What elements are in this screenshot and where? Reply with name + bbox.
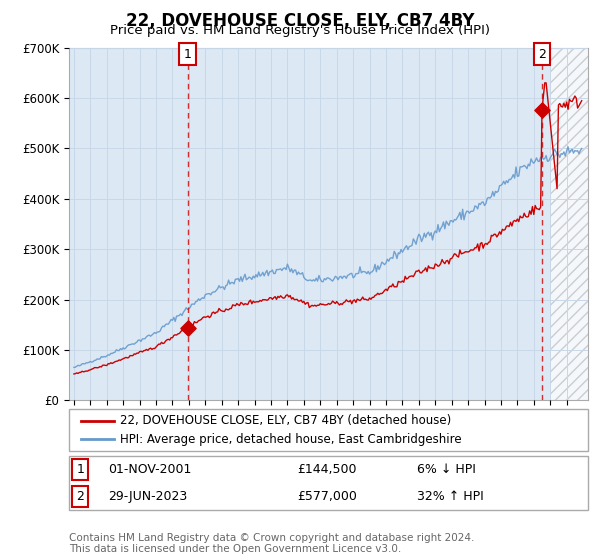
Point: [183, 323, 193, 332]
Text: Price paid vs. HM Land Registry's House Price Index (HPI): Price paid vs. HM Land Registry's House …: [110, 24, 490, 36]
Text: 1: 1: [184, 48, 191, 60]
Text: 29-JUN-2023: 29-JUN-2023: [108, 490, 187, 503]
Bar: [550, 48, 588, 400]
Text: 32% ↑ HPI: 32% ↑ HPI: [417, 490, 484, 503]
Text: Contains HM Land Registry data © Crown copyright and database right 2024.
This d: Contains HM Land Registry data © Crown c…: [69, 533, 475, 554]
Text: £577,000: £577,000: [297, 490, 357, 503]
Text: 01-NOV-2001: 01-NOV-2001: [108, 463, 191, 476]
Point: [537, 105, 547, 114]
Text: 6% ↓ HPI: 6% ↓ HPI: [417, 463, 476, 476]
Text: HPI: Average price, detached house, East Cambridgeshire: HPI: Average price, detached house, East…: [120, 432, 461, 446]
Text: 22, DOVEHOUSE CLOSE, ELY, CB7 4BY (detached house): 22, DOVEHOUSE CLOSE, ELY, CB7 4BY (detac…: [120, 414, 451, 427]
Bar: [550, 48, 588, 400]
Bar: [550, 48, 588, 400]
Text: 2: 2: [538, 48, 546, 60]
Text: 22, DOVEHOUSE CLOSE, ELY, CB7 4BY: 22, DOVEHOUSE CLOSE, ELY, CB7 4BY: [126, 12, 474, 30]
Text: 2: 2: [76, 490, 84, 503]
Text: £144,500: £144,500: [297, 463, 356, 476]
Text: 1: 1: [76, 463, 84, 476]
